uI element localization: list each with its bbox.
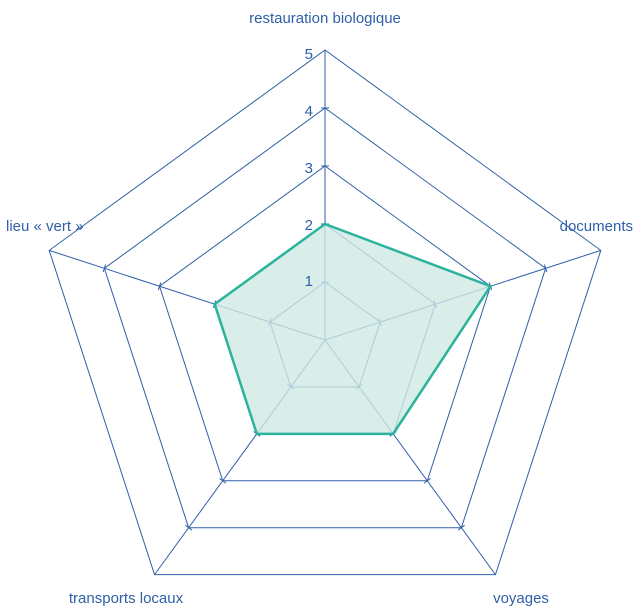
series-polygon-0: [213, 222, 493, 436]
axis-label-transports-locaux: transports locaux: [69, 590, 184, 607]
series-point-0-4: [213, 302, 217, 306]
tick-label-4: 4: [305, 103, 313, 120]
tick-label-3: 3: [305, 160, 313, 177]
series-point-0-3: [255, 432, 259, 436]
series-point-0-1: [488, 284, 492, 288]
axis-tick-2-3: [423, 478, 431, 484]
axis-tick-3-3: [219, 478, 227, 484]
axis-tick-1-4: [543, 264, 548, 273]
tick-label-5: 5: [305, 46, 313, 63]
axis-label-voyages: voyages: [493, 590, 549, 607]
axis-label-restauration-biologique: restauration biologique: [249, 10, 401, 27]
grid-ring-5: [48, 49, 602, 576]
axis-tick-2-4: [457, 524, 465, 531]
axis-label-lieu-vert: lieu « vert »: [6, 218, 84, 235]
series-point-0-2: [391, 432, 395, 436]
series-layer: [213, 222, 493, 436]
axis-tick-4-4: [102, 264, 107, 273]
tick-label-layer: 1 2 3 4 5: [305, 46, 313, 290]
series-point-0-0: [323, 222, 327, 226]
tick-label-1: 1: [305, 273, 313, 290]
tick-label-2: 2: [305, 217, 313, 234]
axis-label-documents: documents: [560, 218, 633, 235]
grid-ring-4: [103, 107, 547, 529]
axis-tick-3-4: [185, 524, 193, 531]
axis-label-layer: restauration biologique documents voyage…: [6, 10, 633, 607]
grid-ring-3: [158, 165, 492, 482]
axis-tick-4-3: [157, 282, 162, 291]
